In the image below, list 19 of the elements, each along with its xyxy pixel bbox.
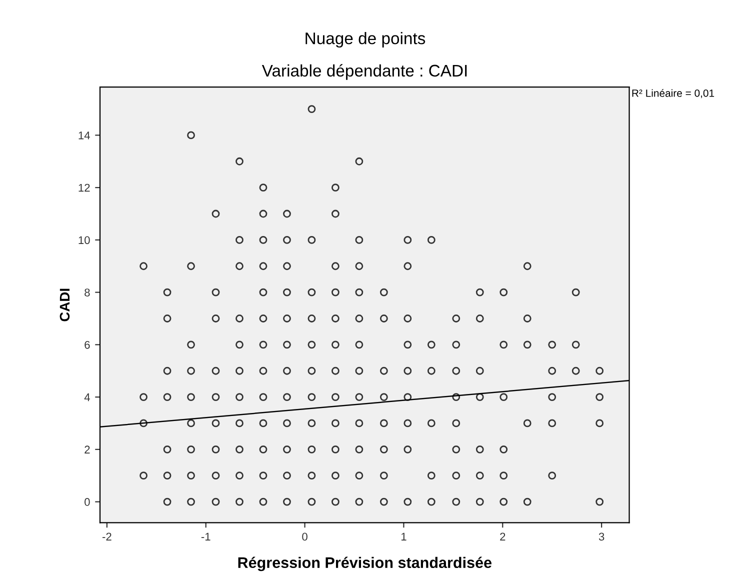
y-tick-label: 0 (84, 498, 90, 506)
y-axis-title: CADI (60, 288, 70, 322)
x-tick-label: -2 (102, 532, 112, 541)
text: R² Linéaire = 0,01 (632, 89, 714, 98)
y-tick-label: 6 (84, 340, 90, 349)
x-tick-label: -1 (201, 532, 210, 541)
y-tick-label: 8 (84, 288, 90, 296)
y-tick-label: 10 (78, 236, 90, 244)
x-tick-label: 1 (401, 532, 406, 541)
x-tick-label: 3 (598, 532, 604, 541)
x-tick-label: 0 (302, 532, 308, 541)
y-tick-label: 2 (84, 446, 90, 454)
y-tick-label: 4 (84, 393, 90, 402)
y-tick-label: 14 (78, 132, 90, 140)
chart-title: Nuage de points (306, 32, 426, 48)
x-axis-title: Régression Prévision standardisée (238, 556, 492, 572)
x-tick-label: 2 (500, 532, 506, 541)
chart-subtitle: Variable dépendante : CADI (262, 64, 467, 80)
y-tick-label: 12 (78, 184, 90, 192)
